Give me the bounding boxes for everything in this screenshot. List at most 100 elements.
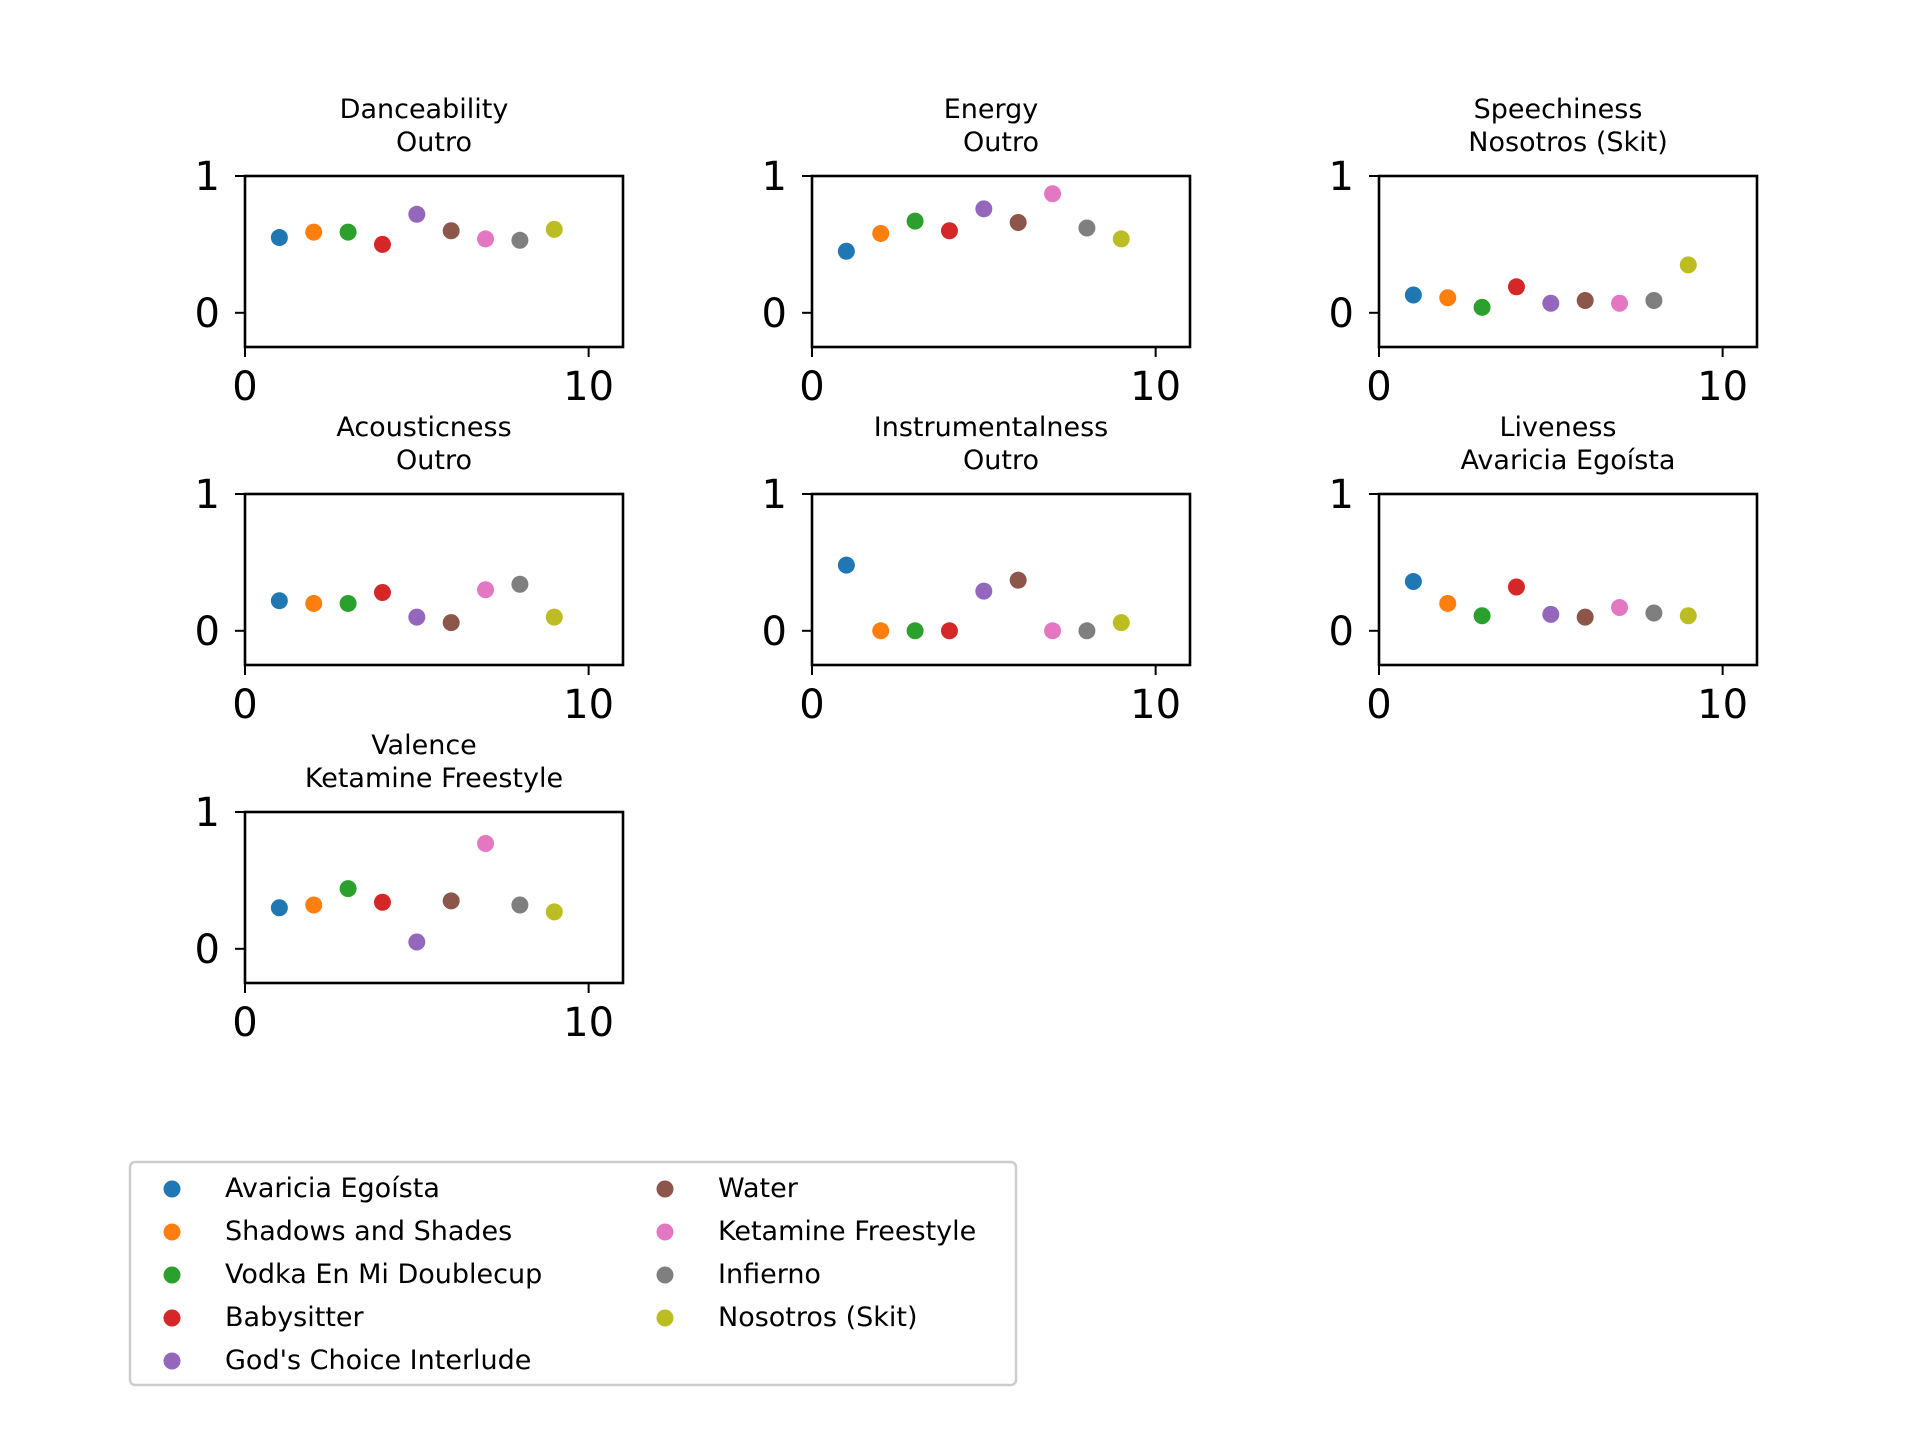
x-tick-label: 0 (799, 682, 824, 728)
subplot-title-line2: Outro (963, 445, 1039, 476)
data-point-danceability-2 (305, 223, 323, 241)
data-point-instrumentalness-2 (872, 622, 890, 640)
data-point-energy-8 (1078, 219, 1096, 237)
data-point-speechiness-4 (1507, 278, 1525, 296)
y-tick-label: 1 (762, 154, 787, 200)
legend-label: Ketamine Freestyle (718, 1216, 976, 1247)
data-point-acousticness-6 (442, 614, 460, 632)
subplot-title-line2: Outro (396, 127, 472, 158)
data-point-acousticness-9 (545, 608, 563, 626)
data-point-energy-6 (1009, 214, 1027, 232)
legend-label: Infierno (718, 1259, 821, 1290)
data-point-danceability-6 (442, 222, 460, 240)
data-point-liveness-3 (1473, 607, 1491, 625)
y-tick-label: 0 (195, 609, 220, 655)
subplot-title-line2: Nosotros (Skit) (1468, 127, 1668, 158)
y-tick-label: 0 (1329, 291, 1354, 337)
legend-label: Nosotros (Skit) (718, 1302, 918, 1333)
axes-frame (810, 492, 1192, 667)
data-point-speechiness-1 (1404, 286, 1422, 304)
data-point-danceability-9 (545, 220, 563, 238)
legend-item: Infierno (656, 1259, 821, 1290)
data-point-speechiness-7 (1611, 294, 1629, 312)
axes-frame (810, 174, 1192, 349)
subplot-title-line2: Outro (396, 445, 472, 476)
data-point-instrumentalness-8 (1078, 622, 1096, 640)
data-point-instrumentalness-1 (837, 556, 855, 574)
data-point-danceability-8 (511, 231, 529, 249)
data-point-energy-3 (906, 212, 924, 230)
subplot-title-line1: Energy (944, 94, 1039, 125)
data-point-energy-5 (975, 200, 993, 218)
data-point-liveness-7 (1611, 599, 1629, 617)
data-point-instrumentalness-5 (975, 582, 993, 600)
data-point-speechiness-8 (1645, 291, 1663, 309)
subplot-title-line1: Danceability (340, 94, 509, 125)
legend-marker (163, 1309, 181, 1327)
data-point-acousticness-4 (373, 583, 391, 601)
data-point-valence-7 (477, 834, 495, 852)
data-point-danceability-7 (477, 230, 495, 248)
legend-item: Avaricia Egoísta (163, 1173, 440, 1204)
legend-label: Babysitter (225, 1302, 365, 1333)
data-point-liveness-6 (1576, 608, 1594, 626)
data-point-speechiness-9 (1679, 256, 1697, 274)
y-tick-label: 1 (195, 154, 220, 200)
data-point-acousticness-8 (511, 575, 529, 593)
axes-frame (243, 492, 625, 667)
legend-marker (163, 1266, 181, 1284)
legend-label: Water (718, 1173, 799, 1204)
legend-marker (656, 1266, 674, 1284)
legend-marker (656, 1223, 674, 1241)
data-point-acousticness-1 (270, 592, 288, 610)
legend-frame (128, 1160, 1018, 1387)
data-point-instrumentalness-3 (906, 622, 924, 640)
subplot-title-line2: Avaricia Egoísta (1461, 445, 1676, 476)
data-point-danceability-5 (408, 205, 426, 223)
data-point-instrumentalness-6 (1009, 571, 1027, 589)
subplot-title-line1: Instrumentalness (874, 412, 1108, 443)
legend-marker (163, 1352, 181, 1370)
legend-item: Nosotros (Skit) (656, 1302, 918, 1333)
subplot-title-line1: Acousticness (336, 412, 511, 443)
legend-item: Ketamine Freestyle (656, 1216, 976, 1247)
data-point-speechiness-3 (1473, 298, 1491, 316)
legend-item: Shadows and Shades (163, 1216, 512, 1247)
data-point-acousticness-2 (305, 594, 323, 612)
data-point-danceability-1 (270, 229, 288, 247)
y-tick-label: 1 (195, 472, 220, 518)
legend-marker (163, 1223, 181, 1241)
y-tick-label: 0 (762, 609, 787, 655)
subplot-title-line1: Liveness (1500, 412, 1617, 443)
data-point-liveness-8 (1645, 604, 1663, 622)
data-point-instrumentalness-9 (1112, 614, 1130, 632)
subplot-title-line1: Valence (371, 730, 477, 761)
data-point-energy-2 (872, 224, 890, 242)
legend-item: Vodka En Mi Doublecup (163, 1259, 542, 1290)
y-tick-label: 1 (1329, 472, 1354, 518)
x-tick-label: 10 (1130, 682, 1181, 728)
x-tick-label: 0 (1366, 682, 1391, 728)
data-point-instrumentalness-4 (940, 622, 958, 640)
legend-item: God's Choice Interlude (163, 1345, 531, 1376)
data-point-danceability-3 (339, 223, 357, 241)
x-tick-label: 0 (232, 1000, 257, 1046)
x-tick-label: 10 (563, 682, 614, 728)
data-point-valence-5 (408, 933, 426, 951)
y-tick-label: 1 (1329, 154, 1354, 200)
subplot-title-line2: Outro (963, 127, 1039, 158)
y-tick-label: 0 (1329, 609, 1354, 655)
data-point-speechiness-2 (1439, 289, 1457, 307)
x-tick-label: 10 (1697, 364, 1748, 410)
data-point-energy-4 (940, 222, 958, 240)
data-point-energy-7 (1044, 185, 1062, 203)
data-point-energy-9 (1112, 230, 1130, 248)
